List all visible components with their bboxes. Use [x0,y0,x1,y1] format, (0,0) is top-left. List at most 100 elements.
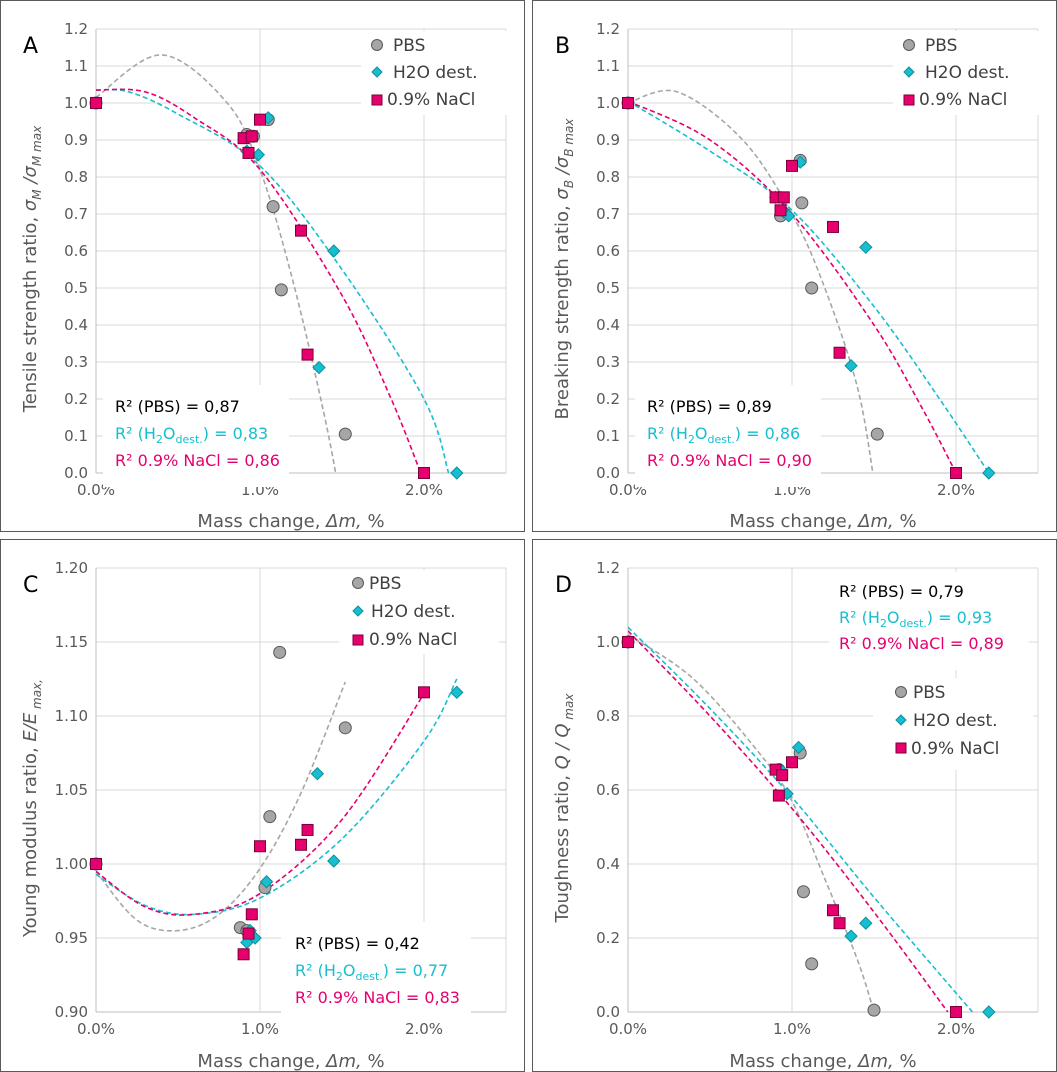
x-tick-label: 0.0% [609,1020,647,1038]
legend-marker-h2o [371,66,383,78]
r2-h2o-suffix: ) = 0,77 [383,961,448,980]
y-label-main: Young modulus ratio, [20,742,41,938]
y-tick-label: 0.1 [596,427,620,445]
y-label-slash: /σ [552,156,573,180]
legend-label-h2o: H2O dest. [371,602,456,622]
r2-nacl: R² 0.9% NaCl = 0,89 [839,634,1004,653]
data-point [338,427,352,441]
data-point [772,789,785,802]
data-point [263,810,277,824]
data-point [859,240,873,255]
legend-marker-pbs [903,39,915,51]
data-point [295,224,307,237]
legend-marker-nacl [903,94,915,106]
y-label-slash: /σ [20,166,41,190]
y-tick-label: 0.2 [596,929,620,947]
y-tick-label: 0.2 [596,390,620,408]
x-label-unit: % [894,511,917,532]
trend-line [96,678,458,916]
panel-label: B [555,34,570,59]
chart-panel-c: C Young modulus ratio, E/E max, Mass cha… [0,539,525,1072]
legend-label-nacl: 0.9% NaCl [911,739,999,759]
data-point [867,1003,881,1017]
r2-h2o: R² (H2Odest.) = 0,93 [839,608,992,630]
r2-box-bg [103,385,289,487]
panel-label: D [555,573,572,598]
legend-marker-pbs [895,686,907,698]
y-tick-label: 0.4 [64,316,88,334]
y-label-sub2: M max [30,125,44,166]
y-tick-label: 0.8 [64,168,88,186]
legend-label-nacl: 0.9% NaCl [369,630,457,650]
data-point [245,908,258,921]
data-point [859,916,873,930]
x-tick-label: 0.0% [77,1020,115,1038]
y-tick-label: 0.3 [596,353,620,371]
x-label-unit: % [362,511,385,532]
r2-h2o-suffix: ) = 0,93 [927,608,992,627]
data-point [796,885,810,899]
legend-bg [893,31,1043,115]
y-tick-label: 1.10 [55,707,88,725]
r2-box-bg [829,572,1029,670]
legend-marker-nacl [352,634,364,646]
legend: PBS H2O dest. 0.9% NaCl [873,678,1033,770]
x-label-sym: Δm, [324,1051,362,1072]
x-tick-label: 2.0% [937,1020,975,1038]
chart-svg: D Toughness ratio, Q / Q max Mass change… [552,559,1039,1072]
data-point [833,346,846,359]
x-label-main: Mass change, [729,1051,858,1072]
r2-pbs: R² (PBS) = 0,87 [115,397,240,416]
y-tick-label: 0.90 [55,1003,88,1021]
y-tick-label: 0.3 [64,353,88,371]
y-tick-label: 1.2 [596,20,620,38]
trend-line [628,100,957,473]
r2-h2o-sub1: 2 [336,970,343,983]
legend-label-nacl: 0.9% NaCl [919,90,1007,110]
y-tick-label: 0.0 [64,464,88,482]
legend-marker-nacl [371,94,383,106]
legend-marker-pbs [371,39,383,51]
r2-box-bg [635,385,821,487]
data-point [844,929,858,943]
data-point [844,358,858,373]
y-axis-label: Toughness ratio, Q / Q max [552,693,576,924]
x-label-unit: % [362,1051,385,1072]
y-label-sub: max [562,693,576,724]
legend: PBS H2O dest. 0.9% NaCl [893,31,1043,115]
panel-label: C [23,573,38,598]
r2-h2o-suffix: ) = 0,83 [203,424,268,443]
y-label-sub: max, [30,679,44,713]
r2-h2o: R² (H2Odest.) = 0,77 [295,961,448,983]
data-point [90,97,102,109]
r2-pbs: R² (PBS) = 0,42 [295,934,420,953]
y-label-sym: σ [552,188,573,200]
data-point [312,360,326,375]
y-tick-label: 0.2 [64,390,88,408]
y-tick-label: 0.4 [596,316,620,334]
legend-label-h2o: H2O dest. [925,63,1010,83]
y-tick-label: 0.5 [64,279,88,297]
y-tick-label: 0.7 [596,205,620,223]
y-tick-label: 0.6 [64,242,88,260]
r2-h2o-sub2: dest. [899,617,926,630]
data-point [795,196,809,210]
y-label-main: Toughness ratio, [552,769,573,923]
y-tick-label: 0.7 [64,205,88,223]
chart-panel-d: D Toughness ratio, Q / Q max Mass change… [532,539,1057,1072]
y-axis-label: Tensile strength ratio, σM /σM max [20,125,44,413]
legend-bg [339,570,499,654]
data-point [310,767,325,781]
data-point [950,467,962,479]
r2-h2o-mid: O [163,424,176,443]
legend: PBS H2O dest. 0.9% NaCl [361,31,511,115]
chart-svg: C Young modulus ratio, E/E max, Mass cha… [20,559,507,1072]
r2-box: R² (PBS) = 0,87 R² (H2Odest.) = 0,83 R² … [103,385,289,487]
r2-h2o-sub1: 2 [880,617,887,630]
y-label-main: Breaking strength ratio, [552,200,573,420]
y-tick-label: 0.0 [596,464,620,482]
legend-label-pbs: PBS [393,36,425,56]
trend-line [628,100,990,473]
data-point [805,281,819,295]
r2-h2o-prefix: R² (H [295,961,336,980]
